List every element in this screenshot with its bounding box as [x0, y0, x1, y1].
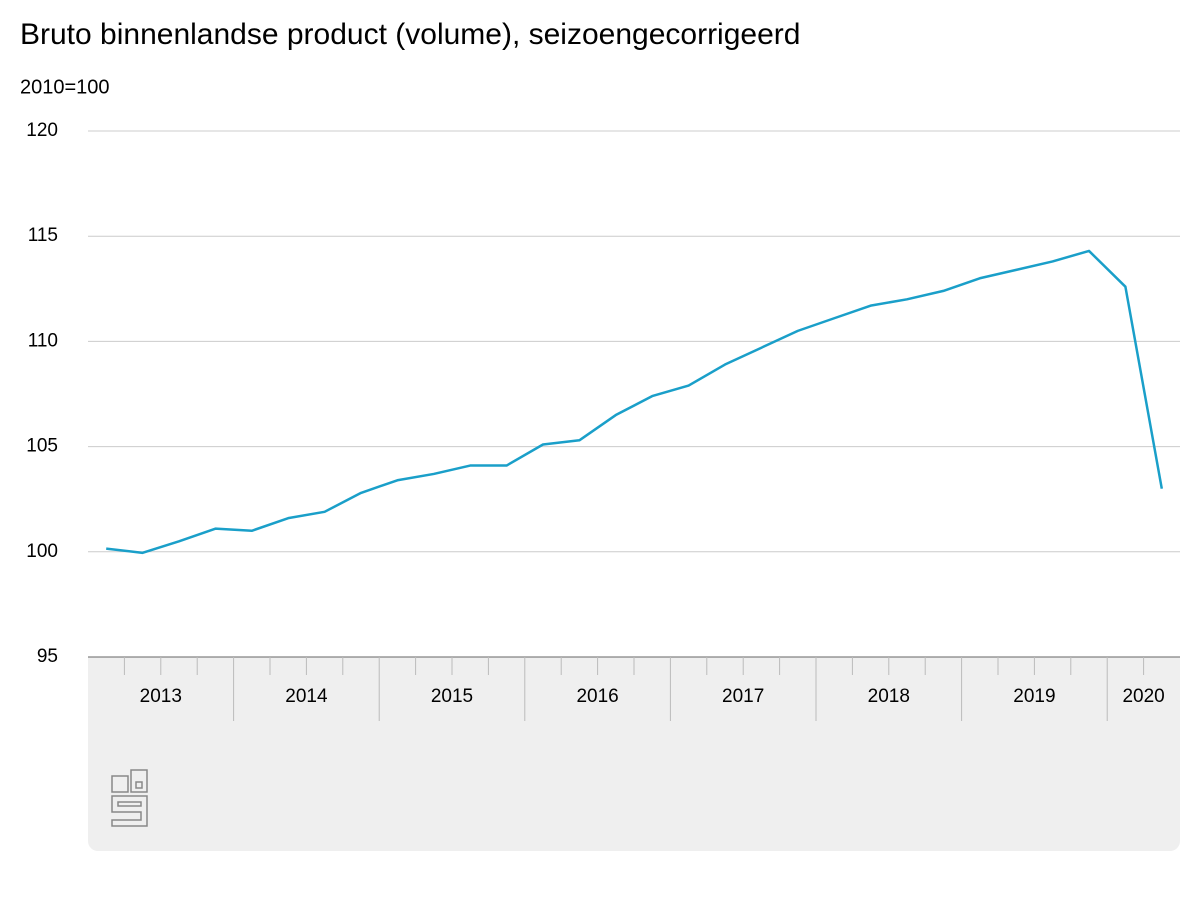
x-group-label: 2019: [1013, 686, 1055, 707]
x-group-label: 2016: [576, 686, 618, 707]
x-group-label: 2014: [285, 686, 328, 707]
y-tick-label: 105: [26, 436, 58, 457]
y-tick-label: 115: [28, 225, 58, 246]
y-tick-label: 100: [26, 541, 58, 562]
x-group-label: 2013: [140, 686, 182, 707]
x-group-label: 2017: [722, 686, 764, 707]
y-tick-label: 95: [37, 646, 58, 667]
subtitle: 2010=100: [20, 76, 110, 98]
logo: [111, 769, 148, 827]
chart-title: Bruto binnenlandse product (volume), sei…: [20, 18, 800, 51]
x-group-label: 2015: [431, 686, 473, 707]
x-group-label: 2018: [868, 686, 910, 707]
x-group-label: 2020: [1122, 686, 1164, 707]
axis-panel: [88, 657, 1180, 851]
y-tick-label: 120: [26, 120, 58, 141]
y-tick-label: 110: [28, 330, 58, 351]
line: [106, 249, 1164, 555]
